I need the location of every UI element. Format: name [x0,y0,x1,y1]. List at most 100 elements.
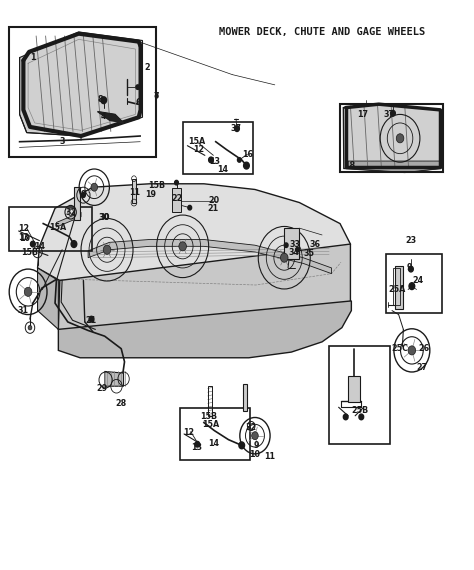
Circle shape [296,247,300,252]
Polygon shape [19,32,143,136]
Bar [284,228,300,259]
Circle shape [359,414,364,420]
Text: 9: 9 [407,263,412,272]
Text: 14: 14 [217,165,228,174]
Text: 21: 21 [208,204,219,213]
Text: 15B: 15B [21,247,38,256]
Text: 8: 8 [97,95,103,104]
Circle shape [235,126,239,132]
Text: 35: 35 [303,249,314,258]
Circle shape [101,97,107,104]
Text: 30: 30 [100,213,110,222]
Text: 23: 23 [405,236,417,245]
Bar [395,266,403,309]
Bar [132,178,136,202]
Circle shape [71,241,77,247]
Circle shape [28,325,32,330]
Text: 6: 6 [135,98,140,107]
Text: 9: 9 [253,441,259,450]
Circle shape [239,442,245,449]
Text: 21: 21 [85,316,96,325]
Bar [348,376,360,402]
Text: 15A: 15A [202,420,219,429]
Text: 22: 22 [171,194,182,203]
Polygon shape [105,372,124,386]
Text: 36: 36 [310,239,320,249]
Polygon shape [343,104,440,172]
Text: 25B: 25B [351,406,368,414]
Polygon shape [346,161,440,172]
Text: 13: 13 [191,442,202,451]
Bar [208,386,212,416]
Bar [329,347,390,444]
Circle shape [237,158,241,162]
Polygon shape [88,239,331,274]
Circle shape [244,162,249,169]
Circle shape [24,287,32,296]
Circle shape [343,414,348,420]
Text: 17: 17 [357,110,368,119]
Text: 14: 14 [34,242,45,251]
Text: 26: 26 [418,344,429,353]
Circle shape [30,241,35,247]
Text: 2: 2 [145,63,150,72]
Circle shape [284,243,288,247]
Polygon shape [37,184,350,280]
Text: 15B: 15B [200,413,217,421]
Circle shape [391,111,395,116]
Text: 11: 11 [264,452,275,461]
Text: 1: 1 [30,53,36,62]
Text: 15A: 15A [49,222,66,231]
Circle shape [408,346,416,355]
Circle shape [209,157,213,163]
Circle shape [82,193,85,197]
Text: 25C: 25C [392,344,409,353]
Circle shape [195,441,200,447]
Circle shape [91,183,98,191]
Text: 25A: 25A [388,285,405,294]
Text: 7: 7 [154,92,159,101]
Text: 15B: 15B [148,181,165,190]
Polygon shape [98,112,124,123]
Bar [74,186,80,219]
Text: 10: 10 [19,234,30,243]
Bar [180,408,250,460]
Bar [393,268,400,305]
Text: 12: 12 [193,145,205,154]
Circle shape [89,316,94,322]
Polygon shape [56,212,81,227]
Bar [172,188,181,212]
Text: 9: 9 [81,189,86,198]
Text: 31: 31 [18,306,29,315]
Text: 15A: 15A [188,137,205,146]
Polygon shape [37,268,58,329]
Text: 4: 4 [101,112,107,121]
Text: 28: 28 [116,399,127,408]
Text: 34: 34 [288,247,299,256]
Bar [182,122,253,174]
Text: 12: 12 [183,428,194,437]
Circle shape [103,245,111,254]
Text: 37: 37 [383,110,395,119]
Text: 30: 30 [98,213,109,222]
Text: MOWER DECK, CHUTE AND GAGE WHEELS: MOWER DECK, CHUTE AND GAGE WHEELS [219,27,425,37]
Text: 10: 10 [249,450,260,459]
Text: 11: 11 [129,188,140,197]
Circle shape [155,95,158,98]
Circle shape [281,253,288,262]
Bar [386,254,442,314]
Text: 5: 5 [138,83,143,92]
Text: 20: 20 [209,196,220,205]
Bar [9,27,156,157]
Text: 14: 14 [208,438,219,447]
Text: 32: 32 [65,207,76,217]
Text: 12: 12 [18,223,29,233]
Circle shape [174,180,178,185]
Circle shape [409,283,415,290]
Bar [340,104,443,172]
Text: 37: 37 [230,124,242,133]
Polygon shape [58,244,350,337]
Text: 13: 13 [18,233,29,242]
Text: 18: 18 [344,161,355,170]
Text: 27: 27 [417,363,428,372]
